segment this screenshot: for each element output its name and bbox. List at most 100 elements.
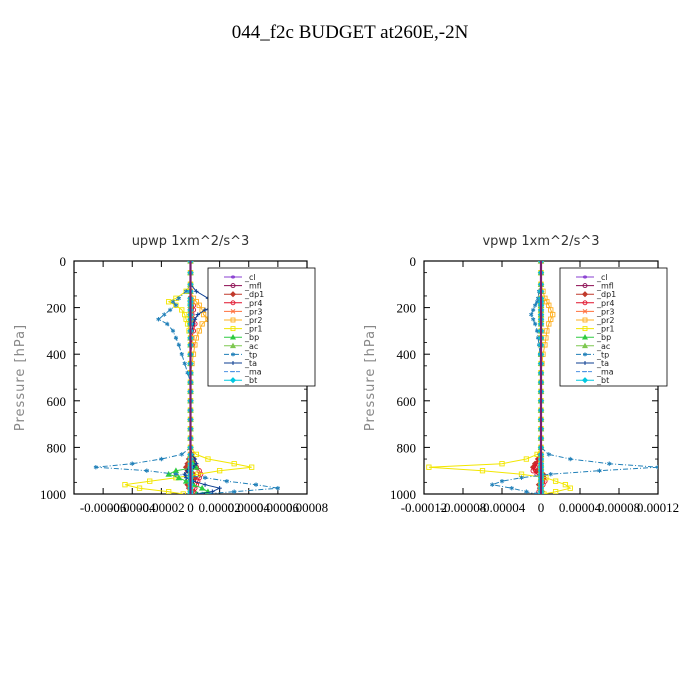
data-point (130, 461, 135, 466)
legend-label: _bt (596, 376, 609, 385)
legend-item: _pr2 (576, 316, 614, 325)
legend-item: _pr3 (224, 307, 262, 316)
data-point (597, 468, 602, 473)
data-point (182, 471, 187, 477)
data-point (607, 461, 612, 466)
legend-item: _pr4 (576, 299, 614, 308)
data-point (534, 328, 540, 334)
y-tick-label: 600 (397, 394, 417, 409)
x-tick-label: 0.00004 (228, 500, 271, 515)
data-point (159, 456, 164, 462)
legend-label: _dp1 (596, 290, 616, 299)
data-point (196, 328, 202, 334)
legend-item: _pr1 (224, 325, 262, 334)
legend-label: _bp (244, 333, 259, 342)
x-tick-label: 0 (187, 500, 194, 515)
x-tick-label: -0.00004 (479, 500, 526, 515)
legend-item: _tp (576, 350, 609, 359)
legend-label: _cl (244, 273, 256, 282)
x-tick-label: 0.00008 (286, 500, 328, 515)
legend-item: _dp1 (576, 290, 616, 299)
data-point (182, 477, 190, 484)
legend-item: _dp1 (224, 290, 264, 299)
data-point (195, 312, 200, 317)
y-tick-label: 1000 (390, 487, 416, 502)
data-point (179, 452, 184, 457)
data-point (552, 478, 559, 484)
data-point (196, 302, 202, 308)
data-point (231, 461, 237, 467)
legend-label: _pr3 (244, 307, 262, 316)
data-point (531, 317, 536, 322)
data-point (176, 342, 182, 348)
chart-title: upwp 1xm^2/s^3 (132, 234, 250, 249)
data-point (175, 474, 183, 481)
data-point (173, 335, 179, 341)
data-point (546, 452, 551, 457)
data-point (183, 289, 189, 294)
data-point (534, 299, 540, 304)
chart-panel-2: vpwp 1xm^2/s^302004006008001000-0.00012-… (363, 234, 679, 515)
data-point (198, 484, 206, 491)
data-point (532, 303, 538, 308)
data-point (200, 311, 207, 318)
data-point (655, 465, 658, 470)
data-point (532, 321, 538, 327)
legend-item: _ac (224, 342, 258, 351)
data-point (176, 296, 182, 301)
data-point (193, 335, 199, 341)
y-tick-label: 800 (47, 440, 67, 455)
data-point (531, 307, 536, 313)
legend-item: _ta (224, 359, 257, 368)
x-tick-label: 0.00008 (598, 500, 640, 515)
data-point (122, 482, 128, 488)
data-point (144, 468, 149, 473)
x-tick-label: 0.00002 (199, 500, 241, 515)
legend-item: _pr1 (576, 325, 614, 334)
data-point (490, 482, 495, 487)
legend: _cl_mfl_dp1_pr4_pr3_pr2_pr1_bp_ac_tp_ta _… (207, 267, 316, 387)
x-tick-label: -0.00002 (138, 500, 185, 515)
legend-label: _pr3 (596, 307, 614, 316)
data-point (533, 491, 539, 494)
data-point (195, 491, 200, 494)
legend-label: _dp1 (244, 290, 264, 299)
legend-item: _pr4 (224, 299, 262, 308)
legend-label: _ta (596, 359, 609, 368)
data-point (194, 289, 199, 294)
data-point (562, 482, 569, 488)
series-line-pr1 (428, 261, 572, 494)
data-point (180, 491, 186, 494)
y-tick-label: 1000 (40, 487, 66, 502)
data-point (249, 464, 255, 470)
data-point (216, 468, 223, 474)
data-point (224, 478, 230, 484)
legend-item: _bp (576, 333, 611, 342)
legend-label: _pr4 (596, 299, 614, 308)
data-point (519, 475, 524, 480)
legend: _cl_mfl_dp1_pr4_pr3_pr2_pr1_bp_ac_tp_ta_… (559, 267, 668, 387)
legend-label: _tp (244, 350, 257, 359)
legend-item: _bt (224, 376, 257, 385)
x-tick-label: -0.00004 (109, 500, 156, 515)
legend-item: _ta (576, 359, 609, 368)
data-point (210, 489, 215, 494)
legend-item: _bt (576, 376, 609, 385)
data-point (136, 485, 143, 491)
data-point (479, 468, 486, 474)
data-point (167, 307, 173, 313)
legend-label: _ac (244, 342, 258, 351)
data-point (530, 468, 536, 474)
data-point (524, 489, 529, 494)
data-point (499, 461, 505, 467)
legend-label: _pr2 (244, 316, 262, 325)
legend-item: _mfl (224, 282, 262, 291)
legend-label: _bt (244, 376, 257, 385)
data-point (253, 482, 259, 487)
page-title: 044_f2c BUDGET at260E,-2N (231, 22, 469, 43)
legend-label: _ac (596, 342, 610, 351)
data-point (202, 475, 208, 480)
data-point (499, 478, 505, 484)
data-point (529, 312, 534, 317)
data-point (217, 485, 222, 491)
